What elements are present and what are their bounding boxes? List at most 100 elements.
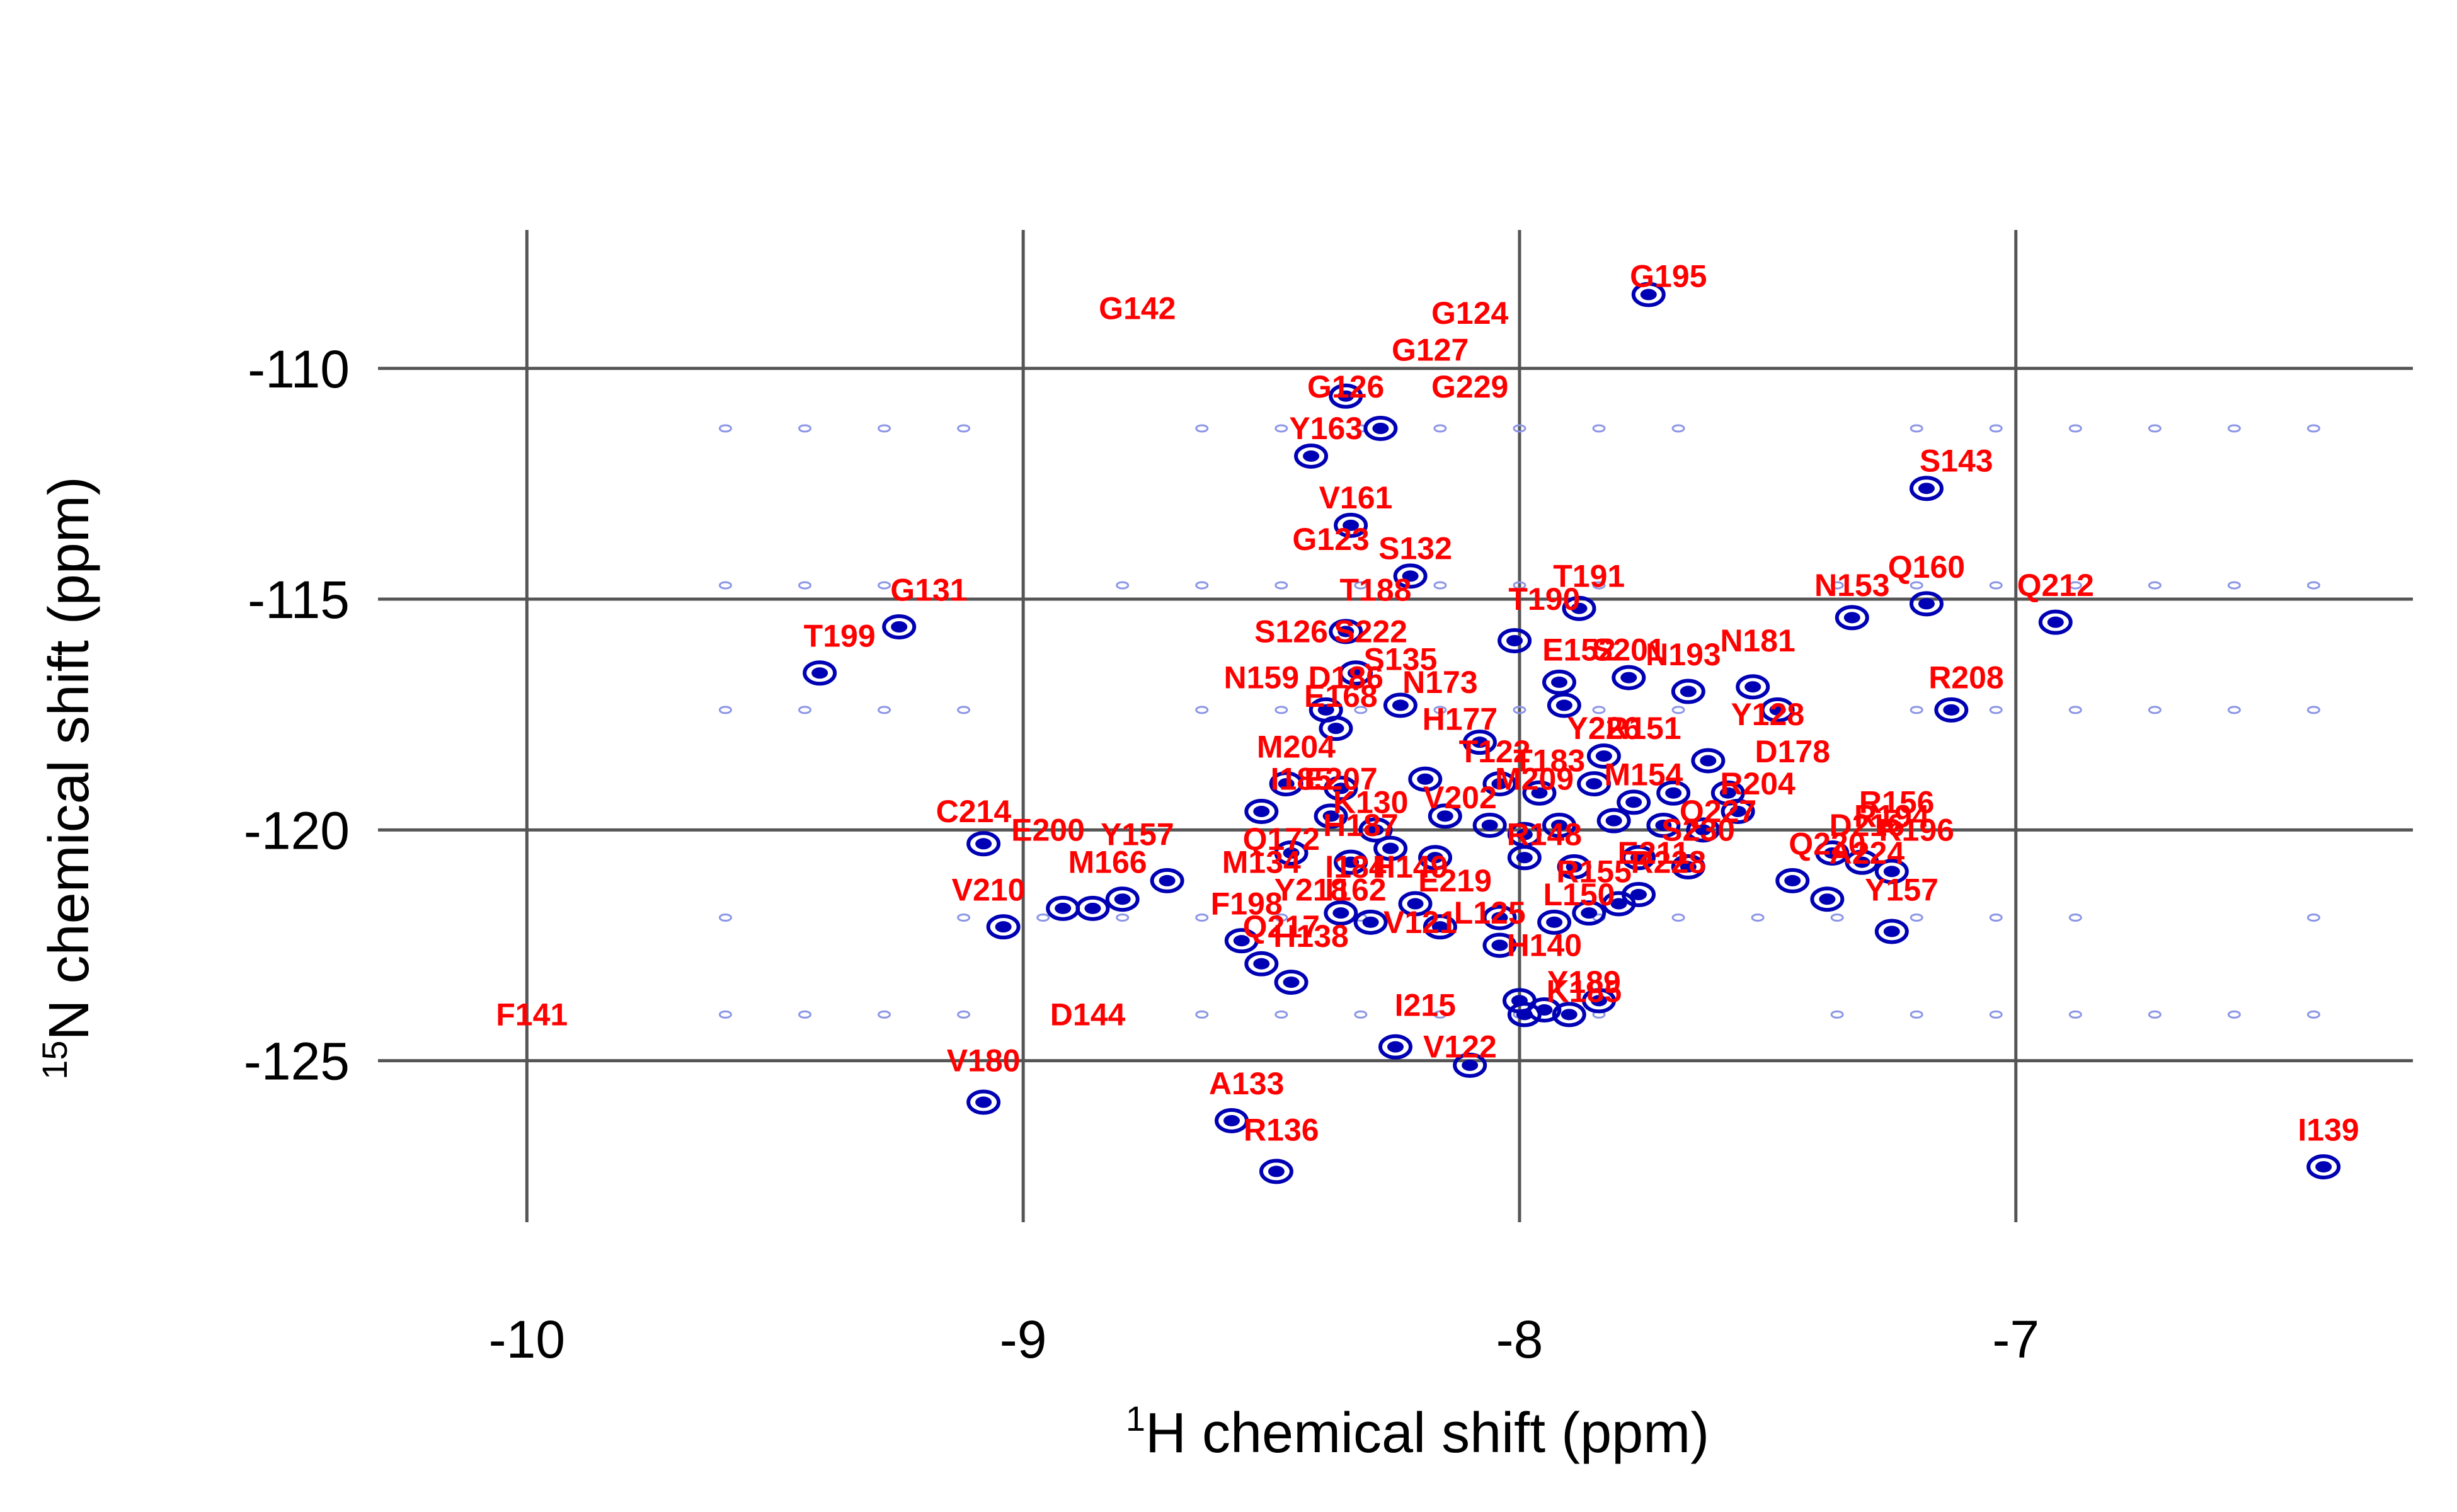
peak-contour-outer	[1314, 803, 1348, 829]
peak-contour-core	[1550, 820, 1567, 831]
peak-contour-core	[1918, 483, 1935, 495]
peak-contour-core	[1392, 699, 1409, 711]
peak-contour-core	[1620, 672, 1637, 684]
peak-contour-outer	[1617, 789, 1651, 815]
peak-contour-outer	[2038, 609, 2073, 635]
peak-contour-core	[1506, 634, 1523, 646]
peak-contour-core	[1327, 723, 1344, 735]
peak-contour-core	[1332, 782, 1349, 794]
x-axis-ticks: -10 -9 -8 -7	[489, 1310, 2039, 1369]
peak-contour-outer	[1542, 813, 1576, 838]
peak-contour-outer	[1224, 928, 1259, 954]
noise-streak-mark	[2148, 706, 2162, 714]
peak-label: Q227	[1680, 794, 1756, 829]
peak-label: Y157	[1865, 873, 1939, 908]
peak-contour-core	[1491, 778, 1508, 790]
peak-label: A224	[1830, 835, 1905, 871]
noise-streak-mark	[878, 424, 891, 433]
peak-contour-core	[1883, 925, 1900, 937]
peak-contour-outer	[1338, 660, 1373, 686]
grid-lines	[378, 230, 2413, 1222]
peak-contour-core	[1253, 806, 1270, 818]
peak-contour-core	[1546, 916, 1563, 928]
peak-contour-outer	[1815, 840, 1850, 866]
peak-label: G195	[1630, 258, 1707, 294]
noise-streak-mark	[1036, 914, 1050, 922]
peak-label: I185	[1271, 762, 1332, 797]
peak-contour-outer	[1775, 868, 1810, 893]
peak-contour-core	[1268, 1166, 1285, 1177]
peak-contour-core	[1655, 820, 1672, 831]
peak-contour-core	[975, 1096, 992, 1108]
peak-contour-core	[1630, 888, 1647, 900]
peak-label: G124	[1431, 295, 1509, 331]
peak-contour-core	[2047, 616, 2064, 628]
peak-contour-core	[1317, 704, 1334, 716]
noise-streak-mark	[2068, 914, 2082, 922]
peak-contour-outer	[1259, 1159, 1293, 1184]
peak-label: I215	[1395, 988, 1456, 1023]
peak-contour-core	[1566, 861, 1583, 873]
peak-contour-outer	[1537, 909, 1572, 935]
peak-contour-outer	[1721, 799, 1755, 825]
noise-streak-mark	[2306, 914, 2320, 922]
peak-contour-core	[1481, 820, 1498, 831]
peak-contour-core	[1516, 1009, 1533, 1021]
peak-contour-outer	[1319, 716, 1353, 742]
peak-label: R148	[1507, 817, 1583, 852]
peak-label: R204	[1720, 766, 1796, 801]
peak-contour-outer	[1334, 512, 1368, 538]
peak-contour-core	[1571, 602, 1588, 614]
peak-contour-core	[1322, 810, 1339, 822]
noise-streak-mark	[878, 1010, 891, 1019]
peak-contour-core	[1819, 893, 1836, 905]
peak-label: S132	[1378, 530, 1452, 566]
noise-streak-mark	[1830, 1010, 1844, 1019]
noise-streak-mark	[798, 1010, 812, 1019]
noise-streak-mark	[1195, 1010, 1209, 1019]
peak-label: M154	[1604, 757, 1683, 792]
peak-contour-core	[1283, 847, 1300, 859]
peak-contour-outer	[2306, 1154, 2341, 1180]
peak-label: L150	[1544, 877, 1615, 912]
noise-streak-mark	[2306, 706, 2320, 714]
peak-contour-core	[1610, 898, 1627, 910]
peak-contour-core	[1233, 935, 1250, 947]
noise-streak-mark	[1195, 706, 1209, 714]
noise-streak-mark	[1274, 424, 1288, 433]
peak-contour-outer	[1378, 1034, 1412, 1060]
peak-contour-core	[2315, 1161, 2332, 1173]
peak-contour-outer	[1398, 891, 1433, 917]
peak-label: N181	[1720, 623, 1796, 658]
peak-label: I139	[2298, 1112, 2359, 1147]
peak-label: F141	[496, 997, 568, 1032]
peak-contour-core	[1769, 704, 1786, 716]
peak-contour-outer	[1646, 813, 1681, 838]
peak-label: N173	[1402, 665, 1478, 700]
peak-label: R208	[1928, 660, 2004, 696]
peak-contour-outer	[1423, 914, 1457, 940]
noise-streak-mark	[957, 914, 971, 922]
peak-contour-outer	[1383, 692, 1418, 718]
peak-label: D178	[1755, 734, 1830, 769]
peak-label: Y226	[1567, 711, 1641, 746]
peak-contour-outer	[1874, 919, 1909, 944]
peak-contour-core	[1402, 570, 1419, 582]
peak-contour-core	[975, 838, 992, 850]
peak-label: G127	[1392, 332, 1469, 367]
peak-contour-outer	[1572, 900, 1606, 926]
x-tick-label: -10	[489, 1310, 565, 1369]
peak-contour-core	[1555, 699, 1572, 711]
noise-streak-mark	[1671, 424, 1685, 433]
peak-label: E211	[1618, 835, 1690, 871]
peak-contour-core	[1824, 847, 1841, 859]
noise-streak-mark	[1830, 914, 1844, 922]
noise-streak-mark	[798, 706, 812, 714]
peak-contour-core	[1695, 824, 1712, 836]
peak-contour-core	[1303, 450, 1320, 462]
peak-label: Q160	[1888, 549, 1965, 585]
peak-contour-core	[1605, 815, 1622, 827]
peak-label: M134	[1222, 845, 1301, 880]
noise-streaks	[718, 424, 2320, 1019]
